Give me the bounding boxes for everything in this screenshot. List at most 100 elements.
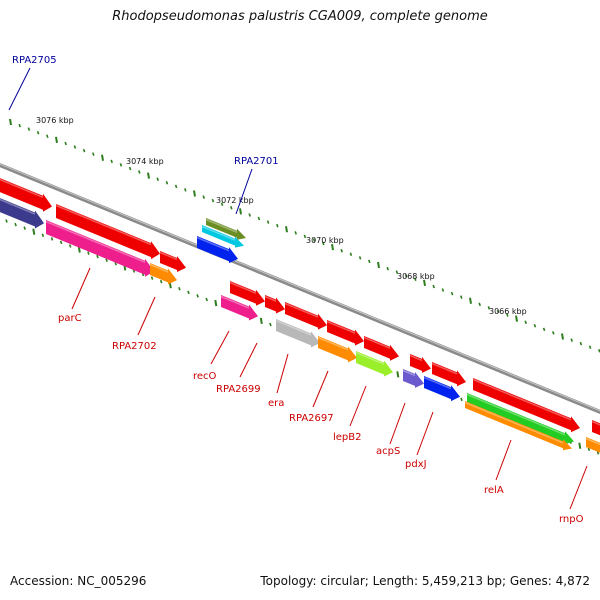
gene-label-relA[interactable]: relA [484, 485, 504, 496]
scale-tick [138, 170, 141, 174]
scale-tick [220, 202, 224, 206]
gene-labels: RPA2705 RPA2701 parC RPA2702 recO RPA269… [12, 55, 584, 525]
gene-bar-RPA2701c-highlight [196, 236, 230, 252]
gene-label-RPA2699[interactable]: RPA2699 [216, 384, 261, 395]
gene-bar-rnpO-highlight [585, 437, 600, 446]
scale-tick [331, 243, 334, 251]
gene-bar-recO[interactable] [230, 281, 265, 306]
scale-tick [32, 228, 36, 235]
scale-tick [205, 297, 208, 302]
gene-bar-recO-highlight [229, 281, 257, 294]
gene-bar-5[interactable] [221, 295, 258, 321]
leader-era [276, 353, 289, 394]
scale-tick [211, 198, 215, 203]
accession-text: Accession: NC_005296 [10, 574, 147, 588]
gene-bar-7[interactable] [327, 320, 364, 346]
genome-backbone [0, 162, 600, 415]
gene-bar-6[interactable] [276, 319, 320, 348]
gene-label-RPA2705[interactable]: RPA2705 [12, 55, 57, 66]
gene-label-RPA2701[interactable]: RPA2701 [234, 156, 279, 167]
gene-bar-13[interactable] [592, 420, 600, 439]
scale-tick [552, 331, 555, 335]
scale-tick [239, 208, 242, 215]
scale-tick [82, 148, 86, 153]
scale-tick [101, 154, 104, 161]
gene-bar-lepB2[interactable] [356, 351, 393, 377]
scale-tick [578, 442, 582, 449]
scale-tick [178, 287, 181, 291]
scale-tick [533, 324, 537, 328]
leader-RPA2699 [239, 342, 258, 378]
scale-tick [41, 233, 45, 238]
scale-tick [73, 145, 77, 149]
gene-bar-pdxJ[interactable] [424, 376, 460, 402]
gene-bar-9[interactable] [410, 354, 431, 373]
scale-tick [9, 118, 12, 126]
scale-tick [92, 152, 95, 156]
scale-label-3074: 3074 kbp [126, 157, 164, 166]
leader-lepB2 [349, 385, 367, 427]
leader-RPA2705 [8, 67, 31, 111]
gene-bar-11[interactable] [467, 393, 574, 445]
gene-bar-rnpO[interactable] [586, 437, 600, 456]
gene-bar-relA[interactable] [473, 378, 580, 433]
gene-bar-RPA2701b[interactable] [202, 225, 244, 248]
gene-bar-3[interactable] [46, 220, 154, 277]
gene-bar-8[interactable] [364, 336, 399, 361]
scale-labels: 3076 kbp 3074 kbp 3072 kbp 3070 kbp 3068… [36, 116, 527, 316]
gene-label-pdxJ[interactable]: pdxJ [405, 459, 427, 470]
scale-tick [515, 315, 518, 322]
gene-label-era[interactable]: era [268, 398, 284, 409]
gene-bar-1-highlight [0, 178, 44, 198]
scale-tick [150, 276, 154, 280]
gene-bar-4[interactable] [160, 251, 186, 272]
gene-label-RPA2697[interactable]: RPA2697 [289, 413, 334, 424]
gene-bar-7-highlight [326, 320, 356, 334]
scale-tick [202, 195, 205, 199]
scale-label-3072: 3072 kbp [216, 196, 254, 205]
scale-tick [423, 279, 426, 287]
scale-tick [259, 317, 263, 325]
gene-label-acpS[interactable]: acpS [376, 446, 400, 457]
gene-bar-era-highlight [284, 302, 319, 318]
gene-bar-era[interactable] [285, 302, 327, 330]
gene-label-lepB2[interactable]: lepB2 [333, 432, 362, 443]
scale-tick [18, 123, 21, 128]
leader-RPA2697 [312, 370, 329, 408]
gene-bar-RPA2701c[interactable] [197, 236, 238, 264]
gene-bar-6-highlight [275, 319, 312, 336]
scale-tick [368, 259, 371, 264]
backbone-highlight [0, 163, 600, 412]
scale-tick [196, 294, 199, 298]
gene-bar-2[interactable] [0, 194, 44, 229]
scale-tick [184, 188, 187, 192]
scale-tick [68, 244, 72, 248]
scale-tick [276, 223, 279, 228]
gene-bar-RPA2697[interactable] [318, 336, 357, 363]
scale-tick [496, 309, 500, 314]
gene-label-parC[interactable]: parC [58, 313, 82, 324]
gene-bar-12[interactable] [465, 401, 572, 451]
gene-bar-RPA2701a[interactable] [206, 218, 246, 240]
leader-RPA2701 [235, 168, 253, 215]
scale-tick [460, 295, 463, 299]
gene-bar-RPA2702[interactable] [150, 263, 177, 285]
leader-recO [210, 330, 230, 365]
gene-bar-10[interactable] [432, 362, 466, 387]
gene-bar-13-highlight [591, 420, 600, 426]
scale-tick [23, 226, 26, 230]
gene-bar-1[interactable] [0, 174, 52, 212]
gene-label-recO[interactable]: recO [193, 371, 217, 382]
scale-tick [404, 273, 408, 278]
scale-tick [59, 240, 63, 245]
gene-bar-acpS[interactable] [403, 369, 424, 388]
gene-bar-parC[interactable] [56, 204, 160, 260]
gene-bar-RPA2697-highlight [317, 336, 349, 351]
gene-bar-RPA2699[interactable] [265, 295, 285, 314]
gene-label-RPA2702[interactable]: RPA2702 [112, 341, 157, 352]
scale-tick [570, 338, 573, 342]
gene-label-rnpO[interactable]: rnpO [559, 514, 584, 525]
label-leaders [8, 67, 588, 510]
gene-bar-parC-highlight [55, 204, 152, 246]
